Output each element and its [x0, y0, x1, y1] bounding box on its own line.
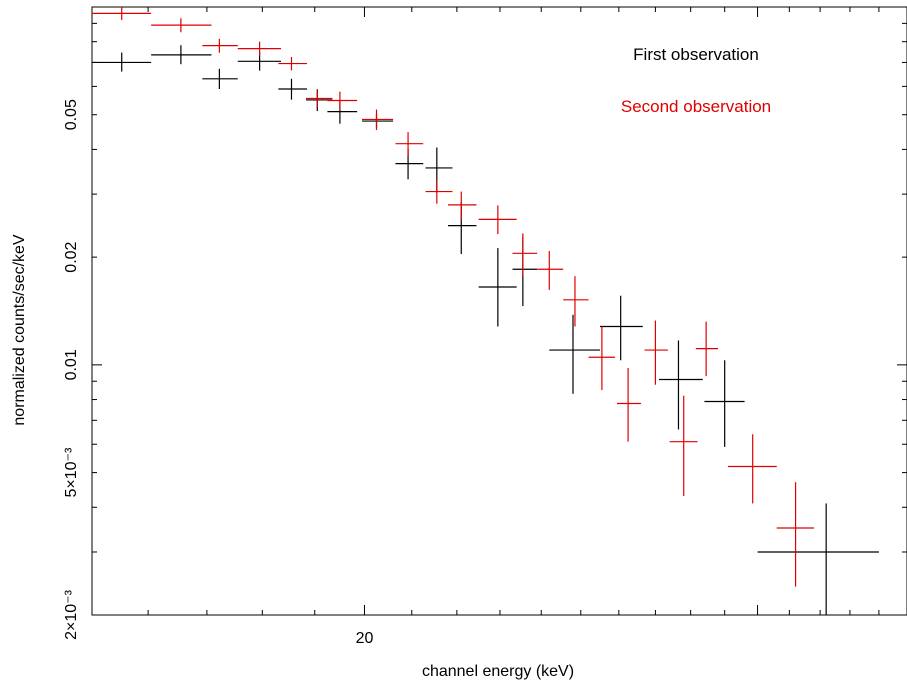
- data-point: [448, 191, 477, 220]
- data-point: [478, 205, 517, 235]
- data-point: [92, 52, 152, 72]
- data-point: [616, 368, 641, 442]
- data-point: [588, 326, 616, 391]
- legend-first-observation: First observation: [633, 45, 759, 64]
- data-point: [658, 340, 703, 430]
- data-point: [327, 99, 358, 124]
- series-second-observation: [92, 7, 815, 587]
- data-point: [327, 91, 358, 110]
- data-point: [549, 314, 600, 394]
- y-axis-label: normalized counts/sec/keV: [11, 234, 28, 426]
- data-point: [704, 360, 745, 447]
- data-point: [512, 233, 538, 277]
- series-layer: [92, 7, 879, 615]
- data-point: [395, 149, 424, 180]
- data-point: [202, 38, 238, 53]
- data-point: [695, 321, 718, 377]
- data-point: [92, 7, 152, 20]
- data-point: [151, 18, 212, 33]
- legend-second-observation: Second observation: [621, 97, 771, 116]
- data-point: [278, 56, 308, 71]
- data-point: [478, 248, 517, 327]
- data-point: [278, 78, 308, 100]
- data-point: [669, 395, 698, 497]
- data-point: [362, 114, 394, 129]
- data-point: [448, 202, 477, 255]
- x-tick-label: 20: [356, 630, 374, 647]
- series-first-observation: [92, 45, 879, 615]
- y-tick-label: 5×10⁻³: [63, 447, 80, 497]
- plot-frame: [91, 6, 907, 616]
- x-axis-ticks: 20: [147, 7, 907, 647]
- data-point: [362, 109, 394, 131]
- data-point: [563, 276, 589, 327]
- data-point: [425, 180, 453, 204]
- y-tick-label: 0.01: [63, 349, 80, 380]
- data-point: [644, 320, 668, 385]
- y-tick-label: 0.02: [63, 241, 80, 272]
- y-tick-label: 2×10⁻³: [63, 589, 80, 639]
- data-point: [395, 132, 424, 157]
- data-point: [151, 45, 212, 65]
- data-point: [202, 68, 238, 90]
- data-point: [599, 295, 643, 361]
- data-point: [776, 482, 815, 587]
- data-point: [425, 147, 453, 194]
- data-point: [728, 434, 777, 504]
- data-point: [237, 41, 281, 56]
- data-point: [537, 251, 564, 290]
- data-point: [512, 236, 538, 307]
- x-axis-label: channel energy (keV): [422, 663, 574, 680]
- y-axis-ticks: 2×10⁻³ 5×10⁻³ 0.01 0.02 0.05: [63, 6, 907, 640]
- data-point: [757, 503, 879, 615]
- data-point: [306, 90, 333, 108]
- y-tick-label: 0.05: [63, 99, 80, 130]
